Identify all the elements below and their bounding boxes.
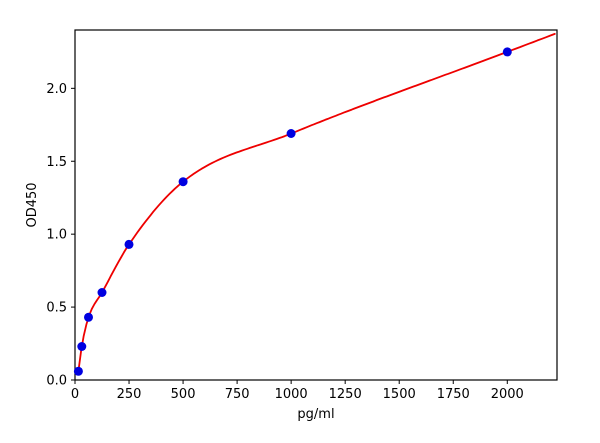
y-tick-label: 2.0 xyxy=(46,82,67,97)
y-axis-label: OD450 xyxy=(25,182,40,227)
y-tick-label: 0.0 xyxy=(46,374,67,389)
data-point xyxy=(502,47,512,57)
y-tick-label: 1.0 xyxy=(46,228,67,243)
x-tick-label: 1250 xyxy=(329,387,362,402)
plot-frame xyxy=(74,29,558,381)
data-point xyxy=(84,312,93,322)
fit-curve xyxy=(77,33,556,373)
x-axis-label: pg/ml xyxy=(297,407,334,422)
data-point xyxy=(124,239,134,249)
x-tick-label: 0 xyxy=(71,387,79,402)
data-point xyxy=(77,342,87,351)
x-tick-label: 1500 xyxy=(383,387,416,402)
x-tick-label: 250 xyxy=(117,387,142,402)
x-tick-label: 2000 xyxy=(491,387,524,402)
data-point xyxy=(286,129,296,138)
data-point xyxy=(73,366,83,376)
x-tick-label: 1000 xyxy=(275,387,308,402)
y-tick-label: 1.5 xyxy=(46,155,67,170)
y-tick-label: 0.5 xyxy=(46,301,67,316)
x-tick-label: 1750 xyxy=(437,387,470,402)
x-tick-label: 500 xyxy=(171,387,196,402)
data-point xyxy=(97,288,107,297)
x-tick-label: 750 xyxy=(225,387,250,402)
data-point xyxy=(178,177,188,187)
